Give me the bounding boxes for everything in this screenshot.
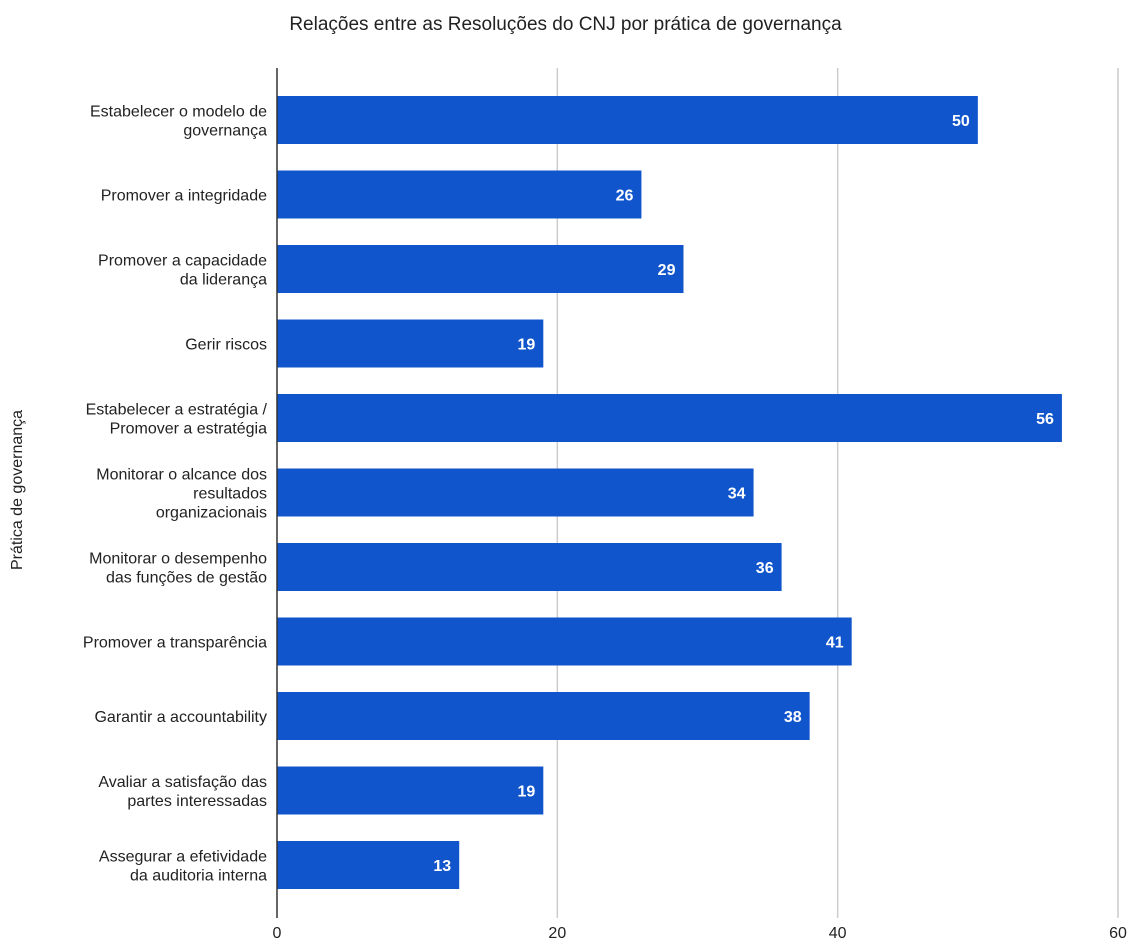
bar-value-label: 34 <box>728 486 746 503</box>
bar-value-label: 56 <box>1036 411 1054 428</box>
category-label-line: Avaliar a satisfação das <box>98 774 267 791</box>
category-label-line: da liderança <box>180 272 267 289</box>
bar <box>277 692 810 740</box>
category-label: Promover a transparência <box>83 635 267 652</box>
x-tick-label: 20 <box>548 925 566 940</box>
category-label-line: Estabelecer o modelo de <box>90 104 267 121</box>
bar-value-label: 50 <box>952 113 970 130</box>
category-label: Promover a capacidade da liderança <box>98 253 267 289</box>
category-label-line: Gerir riscos <box>185 337 267 354</box>
category-label-line: Promover a capacidade <box>98 253 267 270</box>
category-label: Estabelecer o modelo de governança <box>90 104 267 140</box>
bar-value-label: 19 <box>518 337 536 354</box>
bar <box>277 170 642 219</box>
bar-value-label: 29 <box>658 262 676 279</box>
category-label-line: resultados <box>193 486 267 503</box>
category-label-line: das funções de gestão <box>106 570 267 587</box>
x-tick-label: 60 <box>1109 925 1127 940</box>
category-label: Gerir riscos <box>185 337 267 354</box>
x-tick-label: 0 <box>273 925 282 940</box>
x-tick-label: 40 <box>829 925 847 940</box>
bar-value-label: 41 <box>826 635 844 652</box>
category-label-line: da auditoria interna <box>130 868 267 885</box>
category-label-line: Estabelecer a estratégia / <box>86 402 268 419</box>
category-label-line: Garantir a accountability <box>94 709 267 726</box>
bar <box>277 841 460 889</box>
category-label-line: Promover a estratégia <box>110 421 268 438</box>
bar-value-label: 38 <box>784 709 802 726</box>
category-label-line: organizacionais <box>156 505 267 522</box>
category-label-line: Assegurar a efetividade <box>99 849 267 866</box>
category-label: Estabelecer a estratégia / Promover a est… <box>86 402 268 438</box>
bar <box>277 543 782 591</box>
category-label: Monitorar o desempenho das funções de ges… <box>89 551 267 587</box>
bar <box>277 766 544 815</box>
category-label-line: Promover a transparência <box>83 635 267 652</box>
bar-value-label: 36 <box>756 560 774 577</box>
bar <box>277 96 978 144</box>
category-label-line: Monitorar o desempenho <box>89 551 267 568</box>
chart-title: Relações entre as Resoluções do CNJ por … <box>289 14 842 35</box>
category-label: Monitorar o alcance dos resultados organiz… <box>96 467 267 522</box>
category-label-line: Monitorar o alcance dos <box>96 467 267 484</box>
bar <box>277 468 754 517</box>
category-label-line: partes interessadas <box>127 793 267 810</box>
bar-value-label: 13 <box>433 858 451 875</box>
bar-value-label: 19 <box>518 784 536 801</box>
category-label: Promover a integridade <box>101 188 267 205</box>
category-label: Assegurar a efetividade da auditoria inte… <box>99 849 267 885</box>
category-label-line: Promover a integridade <box>101 188 267 205</box>
bar <box>277 245 684 293</box>
bar-value-label: 26 <box>616 188 634 205</box>
bar <box>277 394 1062 442</box>
bar <box>277 319 544 368</box>
category-label: Avaliar a satisfação das partes interessa… <box>98 774 267 810</box>
category-label-line: governança <box>183 123 267 140</box>
category-label: Garantir a accountability <box>94 709 267 726</box>
bar <box>277 617 852 666</box>
